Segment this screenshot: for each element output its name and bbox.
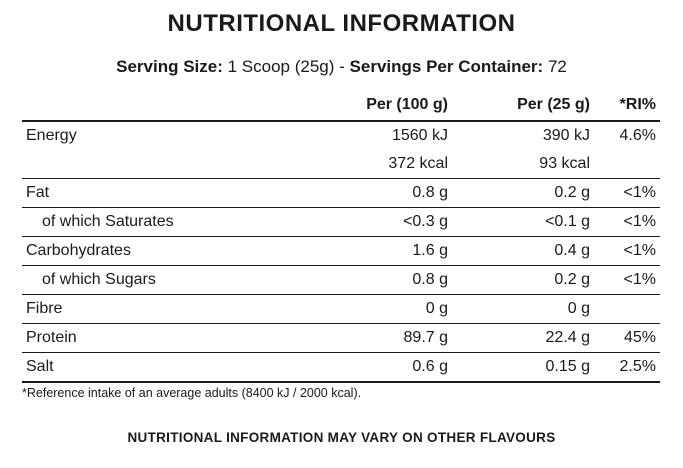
nutrition-table: Per (100 g) Per (25 g) *RI% Energy 1560 … — [22, 90, 660, 383]
value-per-25g: 22.4 g — [452, 323, 594, 353]
header-ri: *RI% — [594, 90, 660, 122]
table-row-salt: Salt 0.6 g 0.15 g 2.5% — [22, 352, 660, 383]
value-per-25g: 0.4 g — [452, 236, 594, 266]
header-per-25g: Per (25 g) — [452, 90, 594, 122]
value-ri: <1% — [594, 236, 660, 266]
value-per-25g: <0.1 g — [452, 207, 594, 237]
value-ri — [594, 150, 660, 179]
value-per-100g: 1.6 g — [272, 236, 452, 266]
table-row-energy-kj: Energy 1560 kJ 390 kJ 4.6% — [22, 121, 660, 150]
value-ri: 45% — [594, 323, 660, 353]
value-per-25g: 0.15 g — [452, 352, 594, 383]
table-row-energy-kcal: 372 kcal 93 kcal — [22, 150, 660, 179]
table-row-fat: Fat 0.8 g 0.2 g <1% — [22, 178, 660, 208]
value-ri: 2.5% — [594, 352, 660, 383]
table-header-row: Per (100 g) Per (25 g) *RI% — [22, 90, 660, 122]
value-per-100g: 1560 kJ — [391, 127, 448, 144]
nutrient-label: of which Saturates — [22, 207, 272, 237]
serving-separator: - — [339, 57, 345, 76]
value-ri: <1% — [594, 178, 660, 208]
value-per-25g: 93 kcal — [539, 155, 590, 172]
value-per-25g: 0 g — [452, 294, 594, 324]
value-ri: <1% — [594, 207, 660, 237]
table-row-saturates: of which Saturates <0.3 g <0.1 g <1% — [22, 207, 660, 237]
table-row-carbohydrates: Carbohydrates 1.6 g 0.4 g <1% — [22, 236, 660, 266]
nutrient-label: Salt — [22, 352, 272, 383]
value-per-25g: 0.2 g — [452, 265, 594, 295]
nutrient-label: Protein — [22, 323, 272, 353]
page-title: NUTRITIONAL INFORMATION — [167, 10, 516, 37]
flavour-disclaimer: NUTRITIONAL INFORMATION MAY VARY ON OTHE… — [127, 430, 556, 445]
header-nutrient — [22, 90, 272, 122]
value-per-25g: 0.2 g — [452, 178, 594, 208]
nutrient-label — [22, 150, 272, 179]
value-per-100g: 89.7 g — [272, 323, 452, 353]
table-row-sugars: of which Sugars 0.8 g 0.2 g <1% — [22, 265, 660, 295]
serving-size-value: 1 Scoop (25g) — [227, 57, 335, 76]
table-row-fibre: Fibre 0 g 0 g — [22, 294, 660, 324]
value-per-100g: 0.8 g — [272, 265, 452, 295]
nutrient-label: Fat — [22, 178, 272, 208]
nutrient-label: of which Sugars — [22, 265, 272, 295]
nutrient-label: Fibre — [22, 294, 272, 324]
value-per-100g: 372 kcal — [388, 155, 448, 172]
value-per-100g: <0.3 g — [272, 207, 452, 237]
value-per-100g: 0.6 g — [272, 352, 452, 383]
serving-info: Serving Size: 1 Scoop (25g) - Servings P… — [0, 57, 683, 77]
value-per-25g: 390 kJ — [542, 127, 590, 144]
value-ri: 4.6% — [619, 127, 656, 144]
value-per-100g: 0 g — [272, 294, 452, 324]
reference-intake-footnote: *Reference intake of an average adults (… — [22, 386, 362, 400]
table-row-protein: Protein 89.7 g 22.4 g 45% — [22, 323, 660, 353]
value-per-100g: 0.8 g — [272, 178, 452, 208]
value-ri: <1% — [594, 265, 660, 295]
value-ri — [594, 294, 660, 324]
nutrient-label: Energy — [26, 127, 77, 144]
header-per-100g: Per (100 g) — [272, 90, 452, 122]
nutrient-label: Carbohydrates — [22, 236, 272, 266]
serving-size-label: Serving Size: — [116, 57, 223, 76]
servings-per-container-label: Servings Per Container: — [349, 57, 544, 76]
servings-per-container-value: 72 — [547, 57, 567, 76]
